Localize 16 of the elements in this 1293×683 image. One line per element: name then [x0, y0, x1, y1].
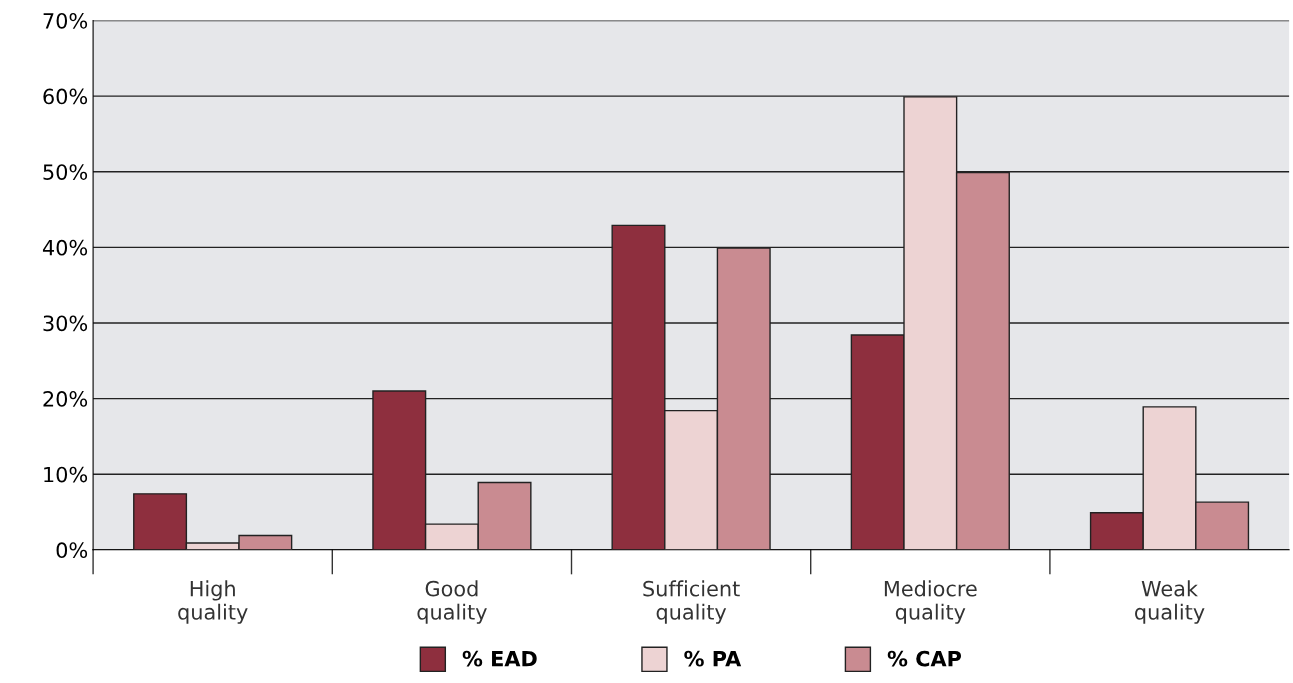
y-tick-label: 30%: [43, 315, 88, 332]
y-tick-label: 40%: [42, 239, 88, 256]
x-tick-label: Mediocre quality: [884, 580, 977, 624]
y-tick-label: 50%: [43, 164, 88, 180]
legend-label: % PA: [684, 650, 742, 667]
y-tick-label: 70%: [43, 12, 88, 29]
x-tick-label: High quality: [178, 580, 248, 624]
y-tick-label: 20%: [43, 391, 88, 407]
x-tick-label: Good quality: [417, 580, 487, 624]
y-tick-label: 0%: [56, 542, 88, 559]
legend-label: % CAP: [887, 650, 962, 667]
y-tick-label: 60%: [43, 88, 88, 105]
legend-label: % EAD: [462, 650, 537, 667]
y-tick-label: 10%: [44, 466, 88, 483]
x-tick-label: Weak quality: [1135, 580, 1205, 624]
x-tick-label: Sufficient quality: [643, 580, 740, 624]
